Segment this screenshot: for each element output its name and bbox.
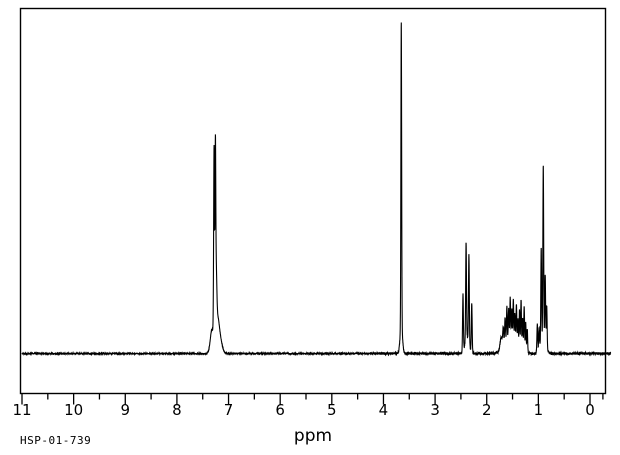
axis-tick-label: 3: [430, 401, 440, 419]
axis-tick-label: 2: [482, 401, 492, 419]
axis-title: ppm: [294, 426, 332, 446]
axis-tick-label: 4: [379, 401, 389, 419]
axis-tick-label: 10: [64, 401, 83, 419]
axis-tick-label: 1: [534, 401, 544, 419]
plot-frame: [19, 7, 607, 395]
axis-tick-label: 7: [224, 401, 234, 419]
spectrum-trace: [21, 22, 612, 357]
axis-tick-label: 8: [172, 401, 182, 419]
axis-tick-label: 0: [585, 401, 595, 419]
axis-tick-label: 5: [327, 401, 337, 419]
axis-tick-label: 11: [12, 401, 31, 419]
axis-tick-label: 6: [275, 401, 285, 419]
sample-label: HSP-01-739: [20, 434, 91, 447]
axis-tick-labels: 11 10 9 8 7 6 5 4 3 2 1 0: [12, 401, 594, 419]
axis-tick-label: 9: [120, 401, 130, 419]
axis-ticks: [21, 393, 604, 405]
